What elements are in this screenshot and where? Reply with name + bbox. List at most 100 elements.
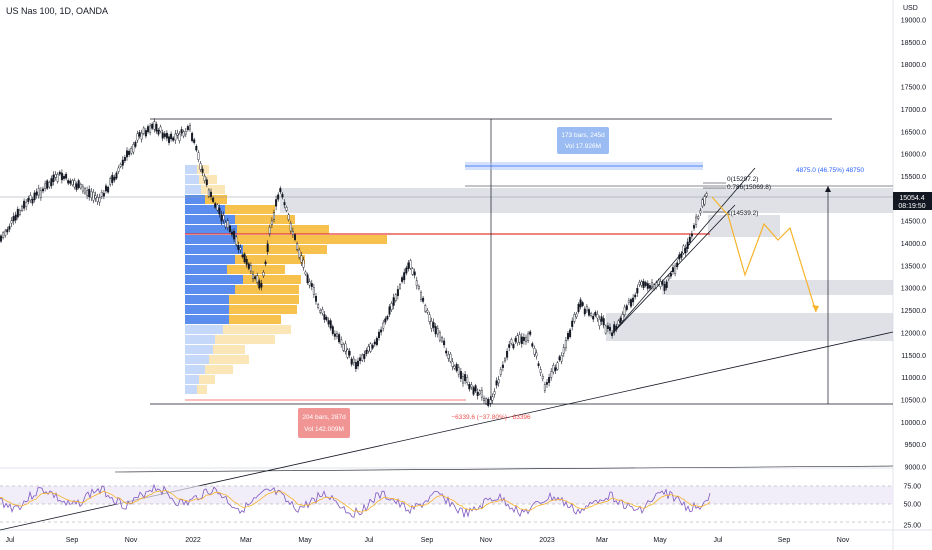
candle-body <box>495 380 498 386</box>
candle-body <box>2 232 5 239</box>
candle-body <box>54 174 57 178</box>
zone-mid <box>708 215 780 237</box>
candle-body <box>12 216 15 222</box>
candle-body <box>396 289 399 296</box>
profile-bar-blue <box>185 165 197 174</box>
candle-body <box>567 332 570 340</box>
range-top-text1: 173 bars, 245d <box>561 132 605 139</box>
candle-body <box>558 356 561 361</box>
candle-body <box>50 178 53 186</box>
candle-body <box>485 398 488 404</box>
candle-body <box>125 150 128 158</box>
candle-body <box>226 220 229 228</box>
candle-body <box>308 281 311 286</box>
candle-body <box>352 358 355 363</box>
candle-body <box>577 304 580 312</box>
candle-body <box>359 357 362 362</box>
profile-bar-blue <box>185 245 243 254</box>
candle-body <box>218 207 221 215</box>
candle-body <box>522 337 525 341</box>
profile-bar-blue <box>185 385 197 394</box>
candle-body <box>216 204 219 211</box>
candle-body <box>422 297 425 302</box>
candle-body <box>220 214 223 222</box>
rsi-trendline <box>114 465 894 473</box>
candle-body <box>527 333 530 341</box>
last-price-badge <box>893 192 932 210</box>
candle-body <box>415 280 418 286</box>
candle-body <box>420 292 423 300</box>
candle-body <box>417 285 420 289</box>
candle-body <box>646 283 649 289</box>
candle-body <box>266 243 269 252</box>
candle-body <box>119 164 122 167</box>
range-top-text2: Vol 17.926M <box>565 143 601 150</box>
range-bottom-label <box>298 408 350 438</box>
candle-body <box>315 296 318 302</box>
candle-body <box>617 320 620 325</box>
candle-body <box>699 210 702 214</box>
candle-body <box>644 282 647 286</box>
rsi-tick: 50.00 <box>903 502 921 509</box>
candle-body <box>130 148 133 154</box>
profile-bar-blue <box>185 235 237 244</box>
candle-body <box>285 207 288 211</box>
candle-body <box>46 180 49 189</box>
volume-profile <box>185 165 387 394</box>
candle-body <box>411 268 414 275</box>
candle-body <box>90 191 93 198</box>
time-axis[interactable]: Jul Sep Nov 2022 Mar May Jul Sep Nov 2023 Mar May Ju… <box>6 537 850 544</box>
candle-body <box>489 399 492 404</box>
profile-bar-blue <box>185 275 243 284</box>
candle-body <box>394 294 397 302</box>
candle-body <box>323 314 326 320</box>
candle-body <box>25 202 28 207</box>
candle-body <box>222 215 225 220</box>
candle-body <box>107 186 110 193</box>
candle-body <box>155 123 158 132</box>
time-tick: Jul <box>6 537 15 544</box>
price-tick: 14500.0 <box>901 219 926 226</box>
rsi-ma-line <box>0 490 711 513</box>
candle-body <box>254 276 257 279</box>
candle-body <box>367 346 370 352</box>
profile-bar-orange <box>237 235 387 244</box>
candle-body <box>371 344 374 349</box>
profile-bar-orange <box>227 265 285 274</box>
price-axis[interactable]: 19000.0 18500.0 18000.0 17500.0 17000.0 16500… <box>901 18 926 472</box>
candle-body <box>369 343 372 352</box>
candle-body <box>165 132 168 139</box>
candle-body <box>300 255 303 263</box>
candle-body <box>602 318 605 326</box>
profile-bar-blue <box>185 295 229 304</box>
price-tick: 12500.0 <box>901 308 926 315</box>
time-tick: Mar <box>240 537 253 544</box>
candle-body <box>604 325 607 334</box>
profile-bar-blue <box>185 345 213 354</box>
candle-body <box>424 305 427 312</box>
candle-body <box>92 191 95 201</box>
currency-label: USD <box>903 5 918 12</box>
range-bottom-text2: Vol 142.009M <box>304 426 344 433</box>
candle-body <box>499 369 502 375</box>
last-price-value: 15054.4 <box>899 195 924 202</box>
candle-body <box>659 281 662 287</box>
candle-body <box>667 276 670 280</box>
projection-path-arrow <box>812 305 819 312</box>
projection-path <box>711 196 817 313</box>
rsi-axis[interactable]: 75.00 50.00 25.00 <box>903 484 921 530</box>
candle-body <box>144 130 147 137</box>
candle-body <box>237 245 240 250</box>
candle-body <box>455 363 458 371</box>
candle-body <box>682 245 685 254</box>
candle-body <box>138 132 141 137</box>
candle-body <box>77 180 80 188</box>
price-tick: 13500.0 <box>901 263 926 270</box>
profile-bar-blue <box>185 225 237 234</box>
candle-body <box>73 180 76 188</box>
candle-body <box>653 284 656 290</box>
candle-body <box>224 222 227 228</box>
candle-body <box>96 197 99 202</box>
candle-body <box>525 337 528 342</box>
